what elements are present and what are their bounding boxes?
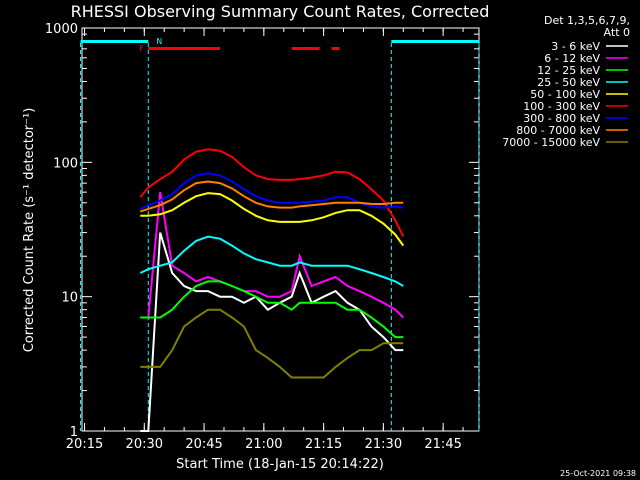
- flare-bar: [331, 47, 340, 50]
- y-tick-label: 1000: [45, 22, 78, 37]
- series-line: [140, 308, 404, 379]
- series-line: [140, 280, 404, 339]
- legend-header-line-2: Att 0: [604, 26, 630, 39]
- legend-label: 12 - 25 keV: [537, 64, 600, 77]
- legend-label: 3 - 6 keV: [551, 40, 600, 53]
- x-tick-label: 20:15: [66, 437, 103, 452]
- flare-label: F: [139, 44, 144, 53]
- night-label: N: [156, 37, 162, 46]
- series-line: [139, 180, 404, 213]
- series-line: [140, 232, 404, 432]
- series-line: [140, 192, 405, 247]
- legend-label: 25 - 50 keV: [537, 76, 600, 89]
- y-axis: 1 10 100 1000: [45, 22, 479, 440]
- series-line: [139, 148, 405, 238]
- legend-label: 7000 - 15000 keV: [502, 136, 600, 149]
- y-axis-label: Corrected Count Rate (s⁻¹ detector⁻¹): [22, 108, 37, 353]
- y-tick-label: 10: [61, 291, 78, 306]
- flare-bar: [148, 47, 221, 50]
- x-tick-label: 21:45: [424, 437, 461, 452]
- legend-label: 800 - 7000 keV: [516, 124, 600, 137]
- series-line: [140, 191, 404, 319]
- flag-bars: NF: [80, 37, 480, 431]
- legend-label: 300 - 800 keV: [523, 112, 600, 125]
- legend-label: 6 - 12 keV: [544, 52, 600, 65]
- chart-title: RHESSI Observing Summary Count Rates, Co…: [71, 2, 490, 21]
- series-line: [139, 235, 404, 287]
- x-tick-label: 21:30: [365, 437, 402, 452]
- legend-header-line-1: Det 1,3,5,6,7,9,: [544, 14, 630, 27]
- plot-frame: [81, 27, 480, 432]
- y-tick-label: 1: [70, 425, 78, 440]
- x-axis-label: Start Time (18-Jan-15 20:14:22): [176, 457, 384, 472]
- flare-bar: [291, 47, 320, 50]
- legend-label: 100 - 300 keV: [523, 100, 600, 113]
- night-bar: [391, 40, 479, 43]
- legend-label: 50 - 100 keV: [530, 88, 600, 101]
- x-tick-label: 20:30: [126, 437, 163, 452]
- x-axis: 20:15 20:30 20:45 21:00 21:15 21:30 21:45: [66, 28, 464, 452]
- x-tick-label: 20:45: [185, 437, 222, 452]
- x-tick-label: 21:15: [305, 437, 342, 452]
- x-tick-label: 21:00: [245, 437, 282, 452]
- footer-date: 25-Oct-2021 09:38: [560, 469, 636, 478]
- night-bar: [80, 40, 149, 43]
- y-tick-label: 100: [53, 156, 78, 171]
- series-group: [139, 148, 405, 432]
